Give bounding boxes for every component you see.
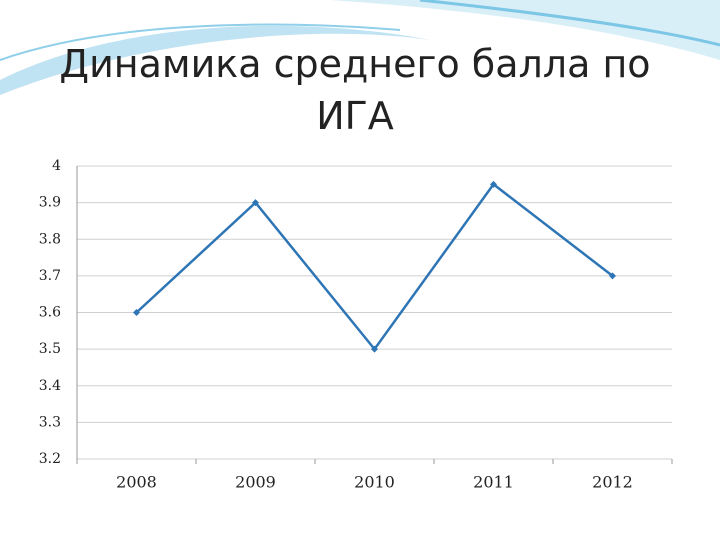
point bbox=[490, 180, 497, 188]
y-tick-label: 4 bbox=[52, 158, 61, 174]
x-tick-label: 2011 bbox=[473, 473, 514, 492]
chart-title: Динамика среднего балла по ИГА bbox=[59, 42, 651, 138]
y-tick-label: 3.3 bbox=[39, 414, 61, 430]
decoration bbox=[419, 0, 720, 47]
decoration bbox=[330, 0, 720, 60]
decoration bbox=[0, 25, 430, 95]
y-tick-label: 3.5 bbox=[39, 341, 61, 357]
x-tick-label: 2009 bbox=[235, 473, 276, 492]
x-tick-label: 2008 bbox=[116, 473, 157, 492]
point bbox=[252, 199, 259, 207]
point bbox=[371, 345, 378, 353]
point bbox=[133, 309, 140, 316]
y-tick-label: 3.7 bbox=[39, 268, 61, 284]
y-tick-label: 3.4 bbox=[39, 378, 61, 394]
y-tick-label: 3.2 bbox=[39, 451, 61, 467]
x-tick-label: 2010 bbox=[354, 473, 395, 492]
y-tick-label: 3.8 bbox=[39, 231, 61, 247]
decoration bbox=[0, 23, 401, 61]
y-tick-label: 3.6 bbox=[39, 305, 61, 321]
line bbox=[135, 182, 614, 352]
point bbox=[609, 272, 616, 280]
x-tick-label: 2012 bbox=[592, 473, 633, 492]
y-tick-label: 3.9 bbox=[39, 195, 61, 211]
